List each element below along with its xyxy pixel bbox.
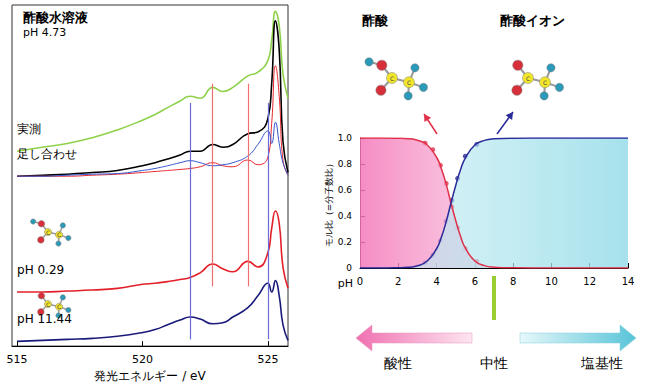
svg-text:足し合わせ: 足し合わせ (17, 147, 77, 161)
svg-text:C: C (390, 75, 394, 82)
svg-text:pH 0.29: pH 0.29 (17, 263, 64, 277)
svg-text:酸性: 酸性 (384, 355, 412, 371)
svg-text:pH: pH (338, 277, 353, 290)
svg-text:6: 6 (472, 276, 478, 287)
svg-text:pH 4.73: pH 4.73 (23, 26, 66, 39)
svg-text:14: 14 (622, 276, 635, 287)
svg-text:酢酸水溶液: 酢酸水溶液 (23, 10, 89, 25)
svg-text:0: 0 (346, 263, 352, 273)
svg-text:酢酸: 酢酸 (362, 13, 389, 28)
svg-text:C: C (46, 229, 50, 236)
svg-text:pH 11.44: pH 11.44 (17, 312, 72, 326)
svg-text:0: 0 (357, 276, 363, 287)
svg-text:塩基性: 塩基性 (580, 355, 623, 371)
svg-text:酢酸イオン: 酢酸イオン (500, 13, 565, 28)
svg-text:モル比（=分子数比）: モル比（=分子数比） (324, 159, 334, 248)
svg-text:C: C (46, 301, 50, 308)
svg-text:C: C (407, 79, 411, 86)
svg-text:10: 10 (545, 276, 558, 287)
svg-text:1.0: 1.0 (338, 133, 353, 143)
svg-text:0.4: 0.4 (338, 211, 353, 221)
svg-text:C: C (543, 79, 547, 86)
svg-text:0.8: 0.8 (338, 159, 353, 169)
svg-text:4: 4 (433, 276, 439, 287)
svg-text:515: 515 (7, 353, 28, 366)
svg-text:発光エネルギー / eV: 発光エネルギー / eV (94, 369, 206, 383)
svg-text:C: C (57, 231, 61, 238)
svg-text:C: C (57, 303, 61, 310)
svg-text:C: C (526, 75, 530, 82)
svg-text:12: 12 (583, 276, 596, 287)
svg-text:8: 8 (510, 276, 516, 287)
svg-text:525: 525 (257, 353, 278, 366)
svg-text:2: 2 (395, 276, 401, 287)
svg-text:0.2: 0.2 (338, 237, 352, 247)
svg-text:0.6: 0.6 (338, 185, 353, 195)
svg-text:520: 520 (132, 353, 153, 366)
svg-text:実測: 実測 (17, 122, 41, 136)
svg-text:中性: 中性 (480, 355, 508, 371)
